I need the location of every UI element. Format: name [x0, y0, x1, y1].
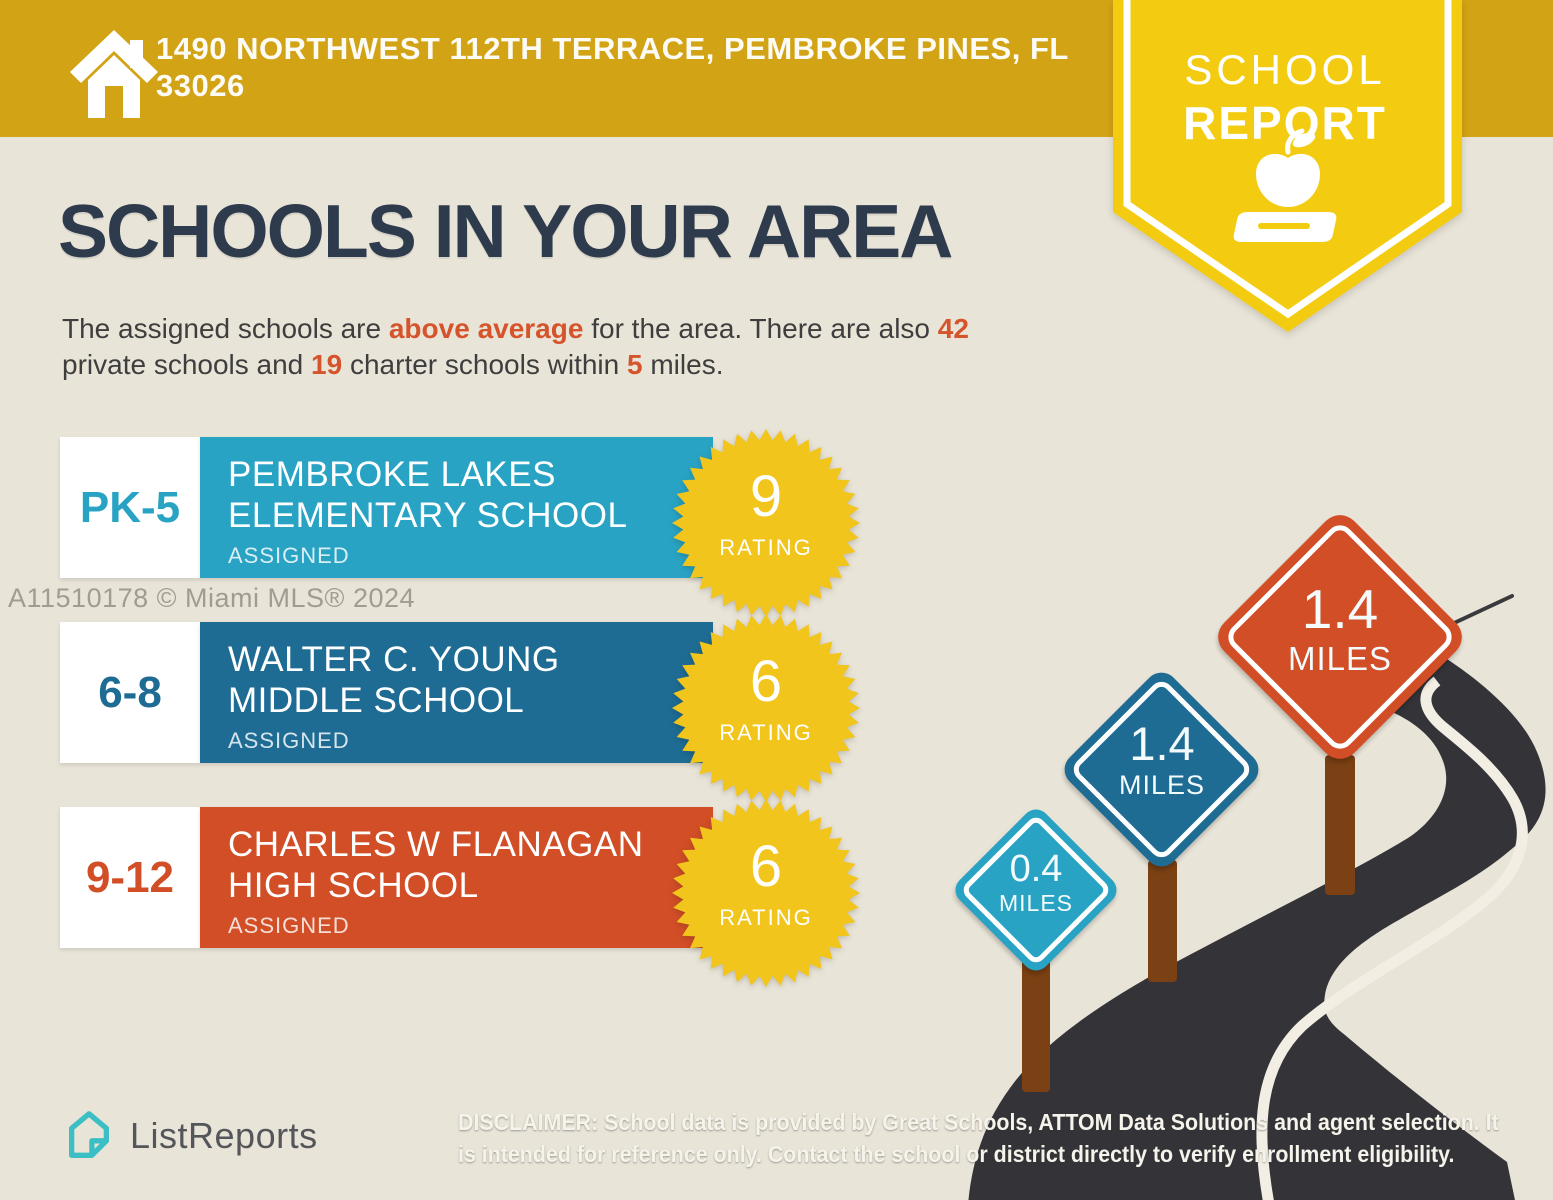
property-address: 1490 NORTHWEST 112TH TERRACE, PEMBROKE P… — [156, 30, 1156, 104]
listreports-brand: ListReports — [62, 1108, 318, 1164]
disclaimer: DISCLAIMER: School data is provided by G… — [458, 1106, 1500, 1170]
distance-sign-high — [1209, 506, 1471, 768]
sign-post-mid — [1148, 860, 1177, 982]
book-icon — [1233, 212, 1337, 242]
ribbon-title: SCHOOL REPORT — [1108, 0, 1462, 150]
school-bar: WALTER C. YOUNG MIDDLE SCHOOL ASSIGNED — [200, 622, 713, 763]
school-name: WALTER C. YOUNG MIDDLE SCHOOL — [228, 640, 560, 720]
home-icon — [70, 30, 158, 118]
school-row-middle: 6-8 WALTER C. YOUNG MIDDLE SCHOOL ASSIGN… — [60, 622, 713, 763]
sign-post-big — [1325, 755, 1355, 895]
highlight-charter-count: 19 — [311, 349, 343, 380]
school-row-elementary: PK-5 PEMBROKE LAKES ELEMENTARY SCHOOL AS… — [60, 437, 713, 578]
rating-label: RATING — [719, 535, 813, 560]
grade-range: 6-8 — [98, 667, 162, 717]
grade-range: 9-12 — [85, 852, 175, 902]
rating-badge-high: 6 RATING — [670, 797, 862, 989]
rating-value: 6 — [749, 649, 783, 714]
assigned-tag: ASSIGNED — [228, 913, 350, 938]
grade-range-box: PK-5 — [60, 437, 200, 578]
highlight-radius: 5 — [627, 349, 643, 380]
school-name: CHARLES W FLANAGAN HIGH SCHOOL — [228, 825, 644, 905]
mls-watermark: A11510178 © Miami MLS® 2024 — [8, 583, 416, 613]
apple-icon — [1256, 128, 1320, 207]
address-line1: 1490 NORTHWEST 112TH TERRACE, PEMBROKE P… — [156, 31, 1069, 66]
listreports-logo-icon — [68, 1111, 110, 1158]
highlight-private-count: 42 — [937, 313, 969, 344]
distance-sign-elementary — [949, 803, 1123, 977]
distance-sign-middle — [1057, 665, 1266, 874]
disclaimer-label: DISCLAIMER: — [458, 1109, 599, 1135]
ribbon-title-line2: REPORT — [1183, 97, 1387, 149]
intro-paragraph: The assigned schools are above average f… — [62, 313, 969, 380]
rating-value: 6 — [749, 834, 783, 899]
grade-range: PK-5 — [79, 482, 181, 532]
rating-label: RATING — [719, 720, 813, 745]
school-bar: CHARLES W FLANAGAN HIGH SCHOOL ASSIGNED — [200, 807, 713, 948]
road-horizon-line — [1450, 594, 1514, 626]
disclaimer-text: School data is provided by Great Schools… — [458, 1109, 1499, 1167]
page-title: SCHOOLS IN YOUR AREA — [58, 189, 953, 273]
assigned-tag: ASSIGNED — [228, 728, 350, 753]
ribbon-title-line1: SCHOOL — [1184, 46, 1386, 93]
brand-name: ListReports — [130, 1115, 318, 1156]
address-line2: 33026 — [156, 68, 245, 103]
school-report-ribbon — [1113, 0, 1462, 332]
assigned-tag: ASSIGNED — [228, 543, 350, 568]
rating-badge-elementary: 9 RATING — [670, 427, 862, 619]
rating-value: 9 — [749, 464, 783, 529]
grade-range-box: 9-12 — [60, 807, 200, 948]
rating-badge-middle: 6 RATING — [670, 612, 862, 804]
highlight-above-average: above average — [388, 313, 584, 344]
school-row-high: 9-12 CHARLES W FLANAGAN HIGH SCHOOL ASSI… — [60, 807, 713, 948]
rating-label: RATING — [719, 905, 813, 930]
school-bar: PEMBROKE LAKES ELEMENTARY SCHOOL ASSIGNE… — [200, 437, 713, 578]
grade-range-box: 6-8 — [60, 622, 200, 763]
school-name: PEMBROKE LAKES ELEMENTARY SCHOOL — [228, 455, 628, 535]
